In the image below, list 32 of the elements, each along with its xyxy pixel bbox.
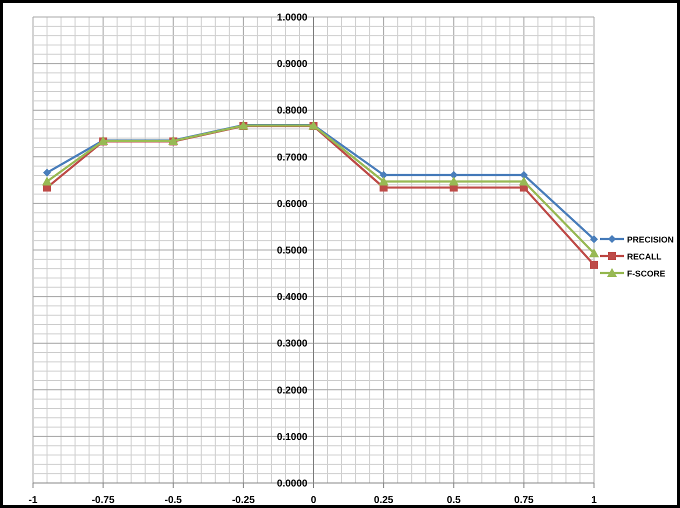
point	[590, 235, 598, 244]
point	[450, 170, 458, 179]
point	[42, 176, 52, 186]
y-tick-label: 1.0000	[276, 12, 308, 24]
y-tick-label: 0.3000	[276, 338, 308, 350]
y-tick-label: 0.6000	[276, 198, 308, 210]
x-tick-label: 0.25	[374, 495, 394, 506]
y-tick-label: 0.7000	[276, 152, 308, 164]
y-tick-label: 0.5000	[276, 246, 308, 256]
x-tick-label: 0.75	[514, 495, 534, 506]
point	[43, 168, 52, 177]
x-tick-label: 1	[591, 495, 598, 506]
x-tick-label: 0	[310, 495, 317, 506]
y-tick-label: 0.0000	[276, 478, 308, 490]
point	[448, 176, 459, 186]
y-tick-label: 0.2000	[276, 385, 308, 396]
legend-label: RECALL	[627, 252, 662, 262]
x-tick-label: 0.5	[446, 495, 462, 506]
x-tick-label: -0.5	[164, 495, 182, 506]
point	[590, 260, 598, 269]
x-tick-label: -1	[28, 495, 38, 506]
y-tick-label: 0.1000	[276, 432, 308, 443]
legend-label: F-SCORE	[627, 268, 666, 278]
point	[518, 176, 529, 186]
y-tick-label: 0.8000	[276, 106, 308, 117]
point	[589, 248, 599, 258]
point	[378, 176, 389, 186]
x-tick-label: -0.25	[232, 495, 256, 506]
y-tick-label: 0.9000	[276, 59, 308, 70]
legend-label: PRECISION	[627, 234, 674, 244]
x-tick-label: -0.75	[92, 495, 115, 506]
y-tick-label: 0.4000	[276, 292, 308, 304]
